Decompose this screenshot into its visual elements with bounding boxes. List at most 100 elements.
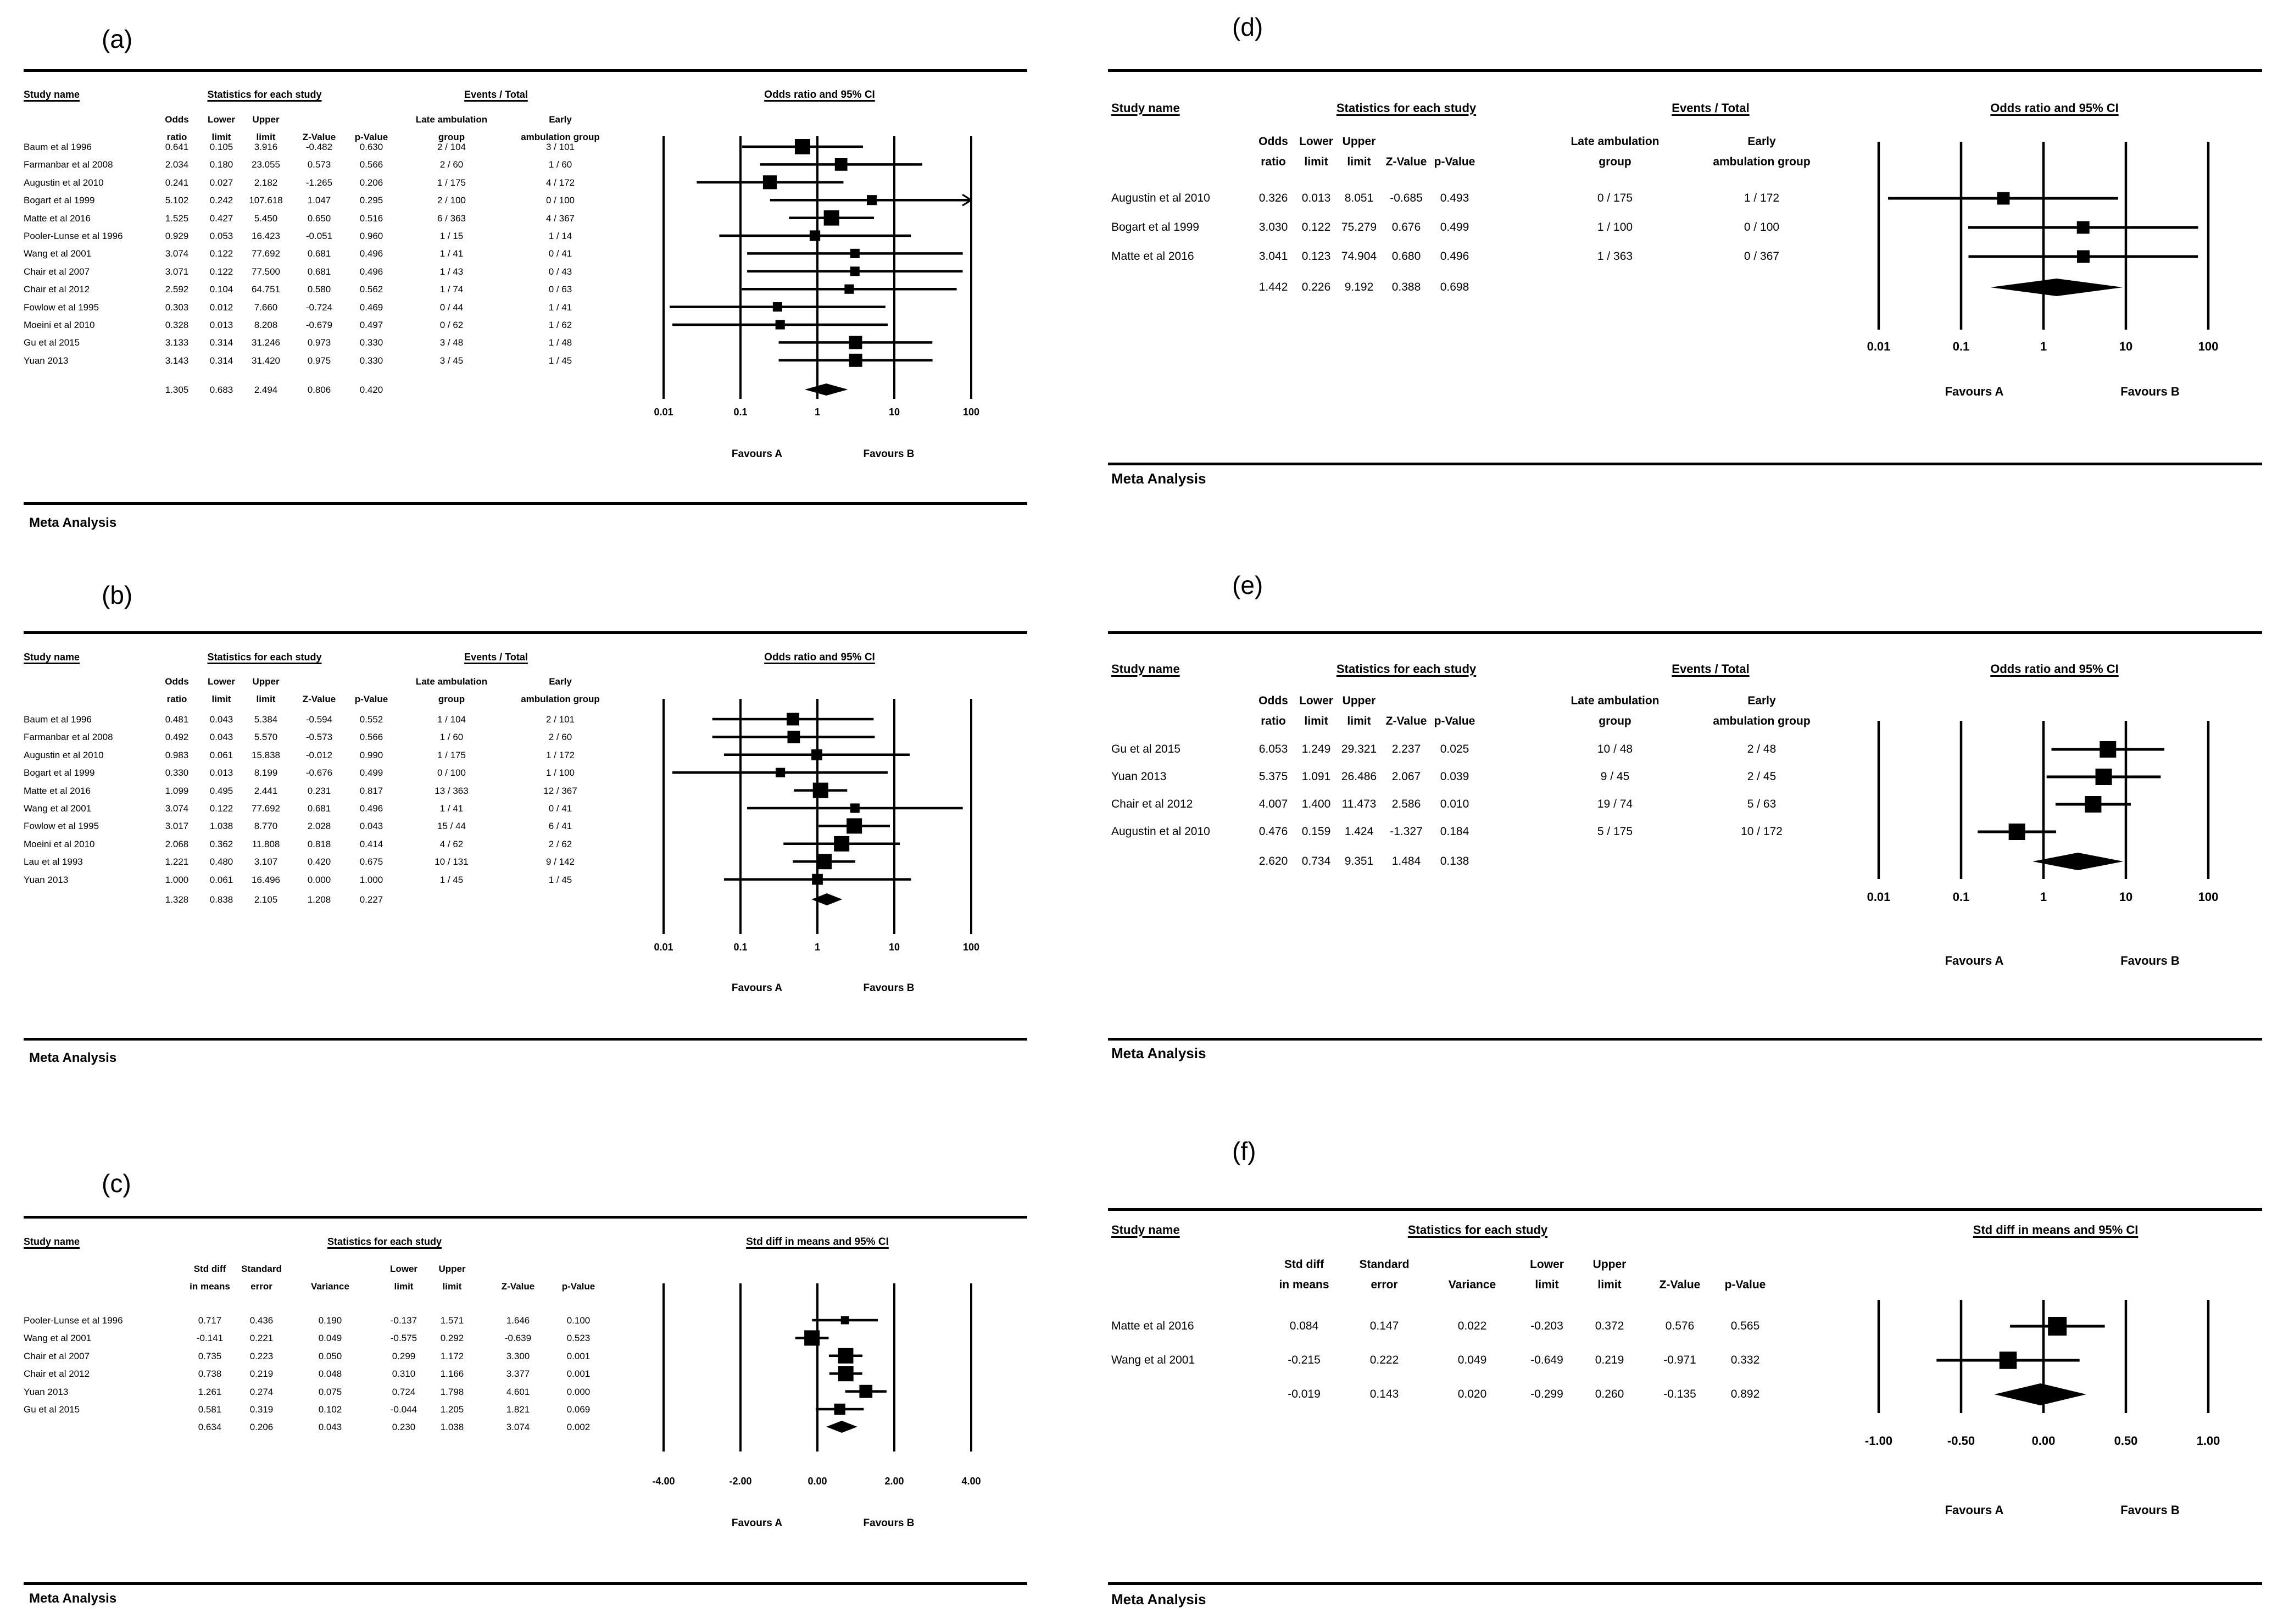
col-header-line2: Z-Value <box>1659 1278 1701 1291</box>
study-name-cell: Bogart et al 1999 <box>1111 221 1199 233</box>
table-cell: 77.692 <box>252 803 280 814</box>
table-cell: 0.122 <box>209 248 233 259</box>
col-header-line2: ambulation group <box>1713 155 1811 168</box>
table-cell: 0.075 <box>318 1386 342 1397</box>
table-cell: -0.137 <box>390 1315 417 1326</box>
effect-square <box>2085 796 2102 813</box>
table-cell: 0.566 <box>359 159 383 170</box>
table-cell: 0.414 <box>359 838 383 849</box>
summary-cell: 0.002 <box>566 1422 591 1432</box>
table-cell: 0.122 <box>1301 221 1331 233</box>
table-cell: 0.983 <box>165 749 189 760</box>
table-cell: 1 / 60 <box>439 732 464 743</box>
panel-bottom-rule <box>1108 1038 2262 1041</box>
col-header-line2: Z-Value <box>1385 155 1427 168</box>
table-cell: 3.916 <box>254 142 278 152</box>
axis-tick-label: 4.00 <box>961 1476 981 1487</box>
stats-group-header: Statistics for each study <box>1336 662 1477 676</box>
table-cell: 0.061 <box>209 874 233 885</box>
col-header-line1: Standard <box>1359 1258 1410 1271</box>
table-cell: 4 / 62 <box>439 838 464 849</box>
effect-square <box>809 230 821 241</box>
table-cell: 6 / 363 <box>437 213 466 224</box>
table-cell: 3.030 <box>1258 221 1288 233</box>
col-header-line1: Odds <box>1258 135 1288 148</box>
table-cell: 11.473 <box>1341 798 1377 810</box>
table-cell: 0.105 <box>209 142 233 152</box>
table-cell: 0.576 <box>1665 1320 1695 1332</box>
table-cell: 5.102 <box>165 195 189 206</box>
panel-top-rule <box>24 631 1027 634</box>
table-cell: 0.013 <box>209 767 233 778</box>
col-header-line2: limit <box>1347 155 1371 168</box>
table-cell: 0.476 <box>1258 825 1288 838</box>
table-cell: -0.685 <box>1390 192 1423 204</box>
table-cell: 1.249 <box>1301 743 1331 755</box>
table-cell: 0.025 <box>1440 743 1469 755</box>
axis-tick-label: 100 <box>962 942 980 953</box>
axis-tick-label: 1 <box>2040 890 2047 904</box>
study-name-header: Study name <box>1111 1223 1180 1237</box>
col-header-line2: ratio <box>1261 715 1286 727</box>
panel-letter: (b) <box>102 581 133 609</box>
col-header-line2: p-Value <box>561 1281 595 1292</box>
table-cell: 3 / 45 <box>439 355 464 366</box>
axis-tick-label: 1 <box>2040 340 2047 353</box>
table-cell: 0.326 <box>1258 192 1288 204</box>
table-cell: 0.000 <box>307 874 331 885</box>
table-cell: 0.427 <box>209 213 233 224</box>
col-header-line1: Early <box>1747 135 1776 148</box>
summary-cell: 1.484 <box>1391 855 1421 867</box>
table-cell: 0.573 <box>307 159 331 170</box>
table-cell: 13 / 363 <box>435 785 469 796</box>
summary-cell: 2.105 <box>254 894 278 905</box>
col-header-line1: Lower <box>1299 694 1333 707</box>
effect-square <box>838 1348 854 1364</box>
table-cell: 2 / 62 <box>548 838 572 849</box>
events-group-header: Events / Total <box>464 652 528 663</box>
table-cell: 16.423 <box>252 231 280 241</box>
table-cell: 0 / 175 <box>1597 192 1633 204</box>
table-cell: 2.441 <box>254 785 278 796</box>
plot-title: Odds ratio and 95% CI <box>764 89 875 101</box>
panel-top-rule <box>24 69 1027 72</box>
table-cell: 0.680 <box>1391 250 1421 263</box>
panel-top-rule <box>1108 1208 2262 1211</box>
axis-tick-label: 0.1 <box>733 407 748 418</box>
table-cell: 1 / 100 <box>1597 221 1633 233</box>
study-name-header: Study name <box>24 1236 80 1247</box>
table-cell: 0.516 <box>359 213 383 224</box>
table-cell: 8.199 <box>254 767 278 778</box>
col-header-line2: limit <box>256 694 276 704</box>
axis-tick-label: -0.50 <box>1947 1434 1975 1448</box>
favours-left-label: Favours A <box>1945 954 2004 967</box>
col-header-line2: p-Value <box>354 694 388 704</box>
col-header-line1: Lower <box>1299 135 1333 148</box>
table-cell: 4 / 367 <box>546 213 575 224</box>
table-cell: 29.321 <box>1341 743 1377 755</box>
table-cell: 1 / 41 <box>439 248 464 259</box>
table-cell: 1 / 41 <box>439 803 464 814</box>
table-cell: 0.049 <box>318 1333 342 1344</box>
summary-cell: 0.734 <box>1301 855 1331 867</box>
col-header-line2: limit <box>1347 715 1371 727</box>
stats-group-header: Statistics for each study <box>1407 1223 1548 1237</box>
table-cell: 1.099 <box>165 785 189 796</box>
study-name-cell: Gu et al 2015 <box>24 1404 80 1415</box>
col-header-line2: limit <box>211 694 231 704</box>
table-cell: 0.650 <box>307 213 331 224</box>
favours-left-label: Favours A <box>731 1517 783 1529</box>
table-cell: 0.332 <box>1730 1354 1760 1366</box>
study-name-cell: Yuan 2013 <box>24 874 69 885</box>
favours-right-label: Favours B <box>2120 1503 2180 1517</box>
summary-diamond <box>811 893 843 905</box>
table-cell: 2.034 <box>165 159 189 170</box>
col-header-line2: limit <box>1304 155 1328 168</box>
table-cell: 5.384 <box>254 714 278 725</box>
table-cell: 0.274 <box>249 1386 274 1397</box>
table-cell: -0.141 <box>196 1333 224 1344</box>
table-cell: 74.904 <box>1341 250 1377 263</box>
study-name-cell: Matte et al 2016 <box>24 785 91 796</box>
table-cell: 0.630 <box>359 142 383 152</box>
